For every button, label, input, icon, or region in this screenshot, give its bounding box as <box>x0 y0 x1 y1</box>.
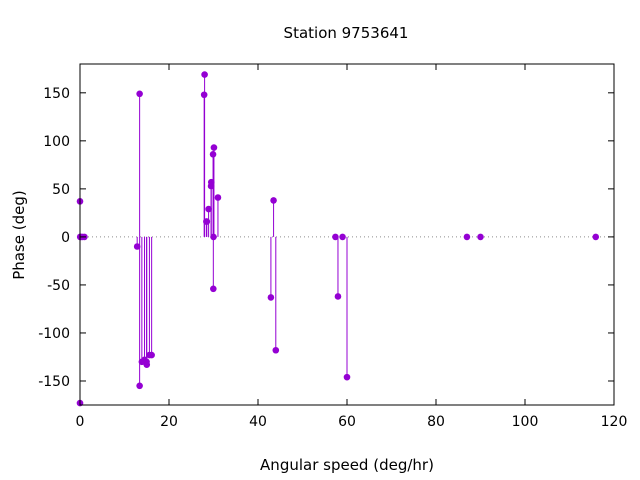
x-axis-label: Angular speed (deg/hr) <box>260 456 434 474</box>
data-point-29 <box>272 346 280 354</box>
data-point-12 <box>143 361 151 368</box>
x-tick-label: 0 <box>76 414 85 430</box>
data-point-30 <box>332 233 339 241</box>
data-point-35 <box>477 233 484 241</box>
y-tick-label: -50 <box>47 278 70 294</box>
data-point-28 <box>270 197 277 204</box>
data-point-26 <box>214 194 222 201</box>
data-point-15 <box>200 91 208 99</box>
data-point-32 <box>339 233 346 241</box>
data-point-25 <box>210 144 218 151</box>
data-point-34 <box>463 233 471 241</box>
data-point-23 <box>210 285 217 293</box>
data-point-18 <box>203 218 211 225</box>
data-point-14 <box>148 351 155 359</box>
data-point-24 <box>210 233 217 241</box>
y-tick-label: -100 <box>38 326 70 342</box>
x-tick-label: 60 <box>338 414 356 430</box>
x-tick-label: 20 <box>160 414 178 430</box>
data-point-21 <box>207 178 215 186</box>
x-tick-label: 80 <box>427 414 445 430</box>
y-tick-label: 150 <box>43 86 70 102</box>
data-point-27 <box>267 294 275 301</box>
x-tick-label: 40 <box>249 414 267 430</box>
x-tick-label: 120 <box>601 414 628 430</box>
data-point-16 <box>201 71 208 78</box>
data-point-22 <box>209 150 217 158</box>
data-point-19 <box>205 205 212 213</box>
data-point-31 <box>334 293 342 300</box>
y-tick-label: 50 <box>52 182 70 198</box>
data-point-8 <box>136 90 143 98</box>
y-tick-label: 0 <box>61 230 70 246</box>
data-point-36 <box>592 233 600 241</box>
data-point-33 <box>343 373 351 381</box>
chart-title: Station 9753641 <box>284 24 409 42</box>
x-tick-label: 100 <box>512 414 539 430</box>
data-point-6 <box>133 243 141 250</box>
data-point-7 <box>136 382 143 390</box>
y-tick-label: -150 <box>38 374 70 390</box>
y-axis-label: Phase (deg) <box>10 190 28 280</box>
y-tick-label: 100 <box>43 134 70 150</box>
